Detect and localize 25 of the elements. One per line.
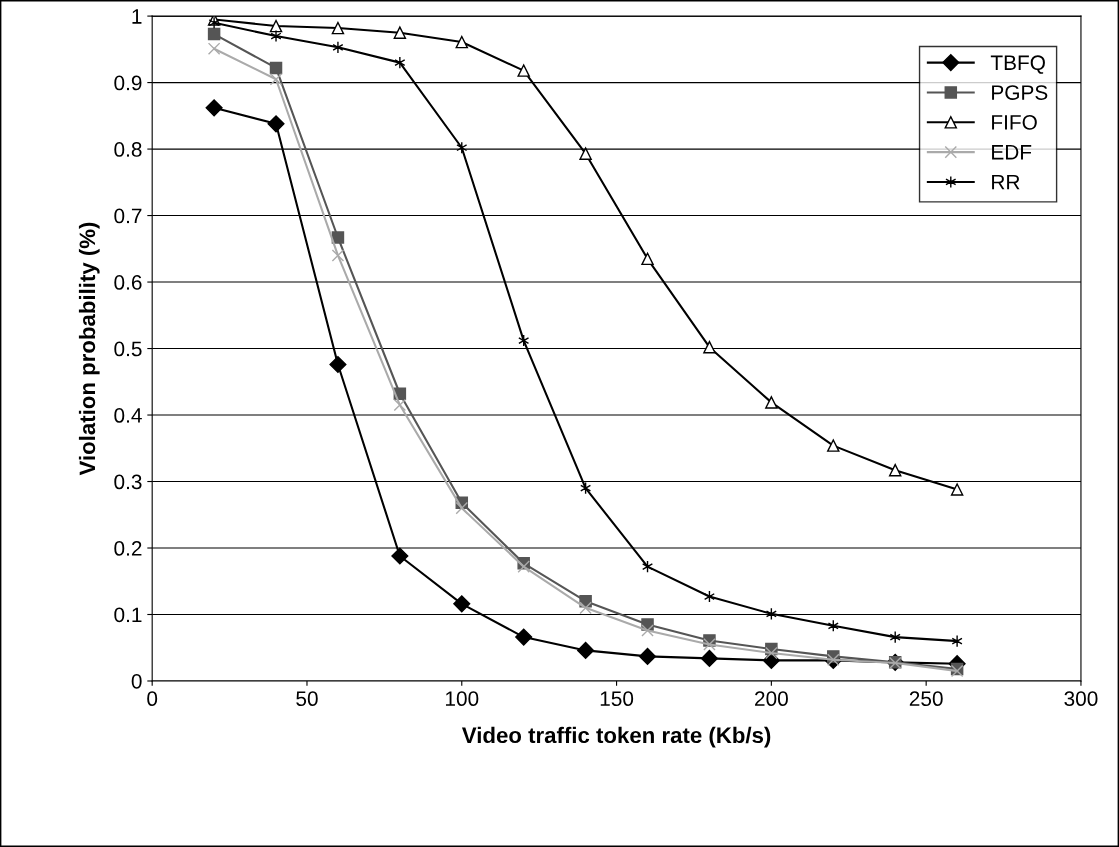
y-tick-label: 0.9 — [114, 75, 142, 91]
legend-label: PGPS — [992, 85, 1048, 100]
y-tick-label: 0.1 — [114, 607, 142, 623]
y-tick-label: 0.4 — [114, 408, 142, 423]
y-tick-label: 0.2 — [114, 541, 142, 556]
y-tick-label: 0.5 — [114, 341, 142, 357]
x-tick-label: 200 — [755, 691, 788, 707]
legend-label: TBFQ — [990, 55, 1045, 74]
x-tick-label: 300 — [1064, 691, 1098, 707]
legend-label: EDF — [992, 145, 1032, 160]
y-tick-label: 0 — [131, 673, 142, 689]
x-tick-label: 150 — [600, 691, 634, 707]
y-tick-label: 1 — [132, 9, 142, 24]
x-tick-label: 50 — [296, 691, 318, 707]
x-tick-label: 250 — [909, 691, 943, 707]
x-tick-label: 100 — [445, 691, 479, 707]
y-tick-label: 0.6 — [114, 275, 142, 290]
y-tick-label: 0.7 — [114, 208, 142, 224]
legend-label: FIFO — [992, 115, 1037, 130]
x-tick-label: 0 — [147, 691, 158, 707]
y-tick-label: 0.3 — [114, 474, 142, 490]
legend-label: RR — [992, 174, 1020, 190]
y-tick-label: 0.8 — [114, 142, 142, 157]
y-axis-title: Violation probability (%) — [78, 222, 100, 476]
x-axis-title: Video traffic token rate (Kb/s) — [461, 726, 771, 748]
